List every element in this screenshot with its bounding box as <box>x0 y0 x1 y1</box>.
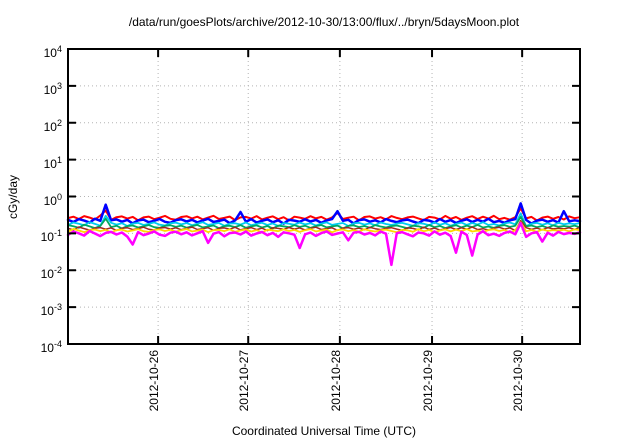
x-tick-label: 2012-10-28 <box>328 350 343 412</box>
series-line-channel-magenta <box>66 221 582 267</box>
y-tick-label: 103 <box>43 80 62 97</box>
y-tick-label: 102 <box>43 117 62 134</box>
x-tick-label: 2012-10-29 <box>421 350 436 412</box>
x-tick-label: 2012-10-30 <box>511 350 526 412</box>
plot-border <box>67 48 581 345</box>
y-tick-label: 10-4 <box>40 339 62 355</box>
series-line-channel-blue <box>66 202 582 225</box>
y-tick-label: 104 <box>43 44 62 60</box>
x-axis-label: Coordinated Universal Time (UTC) <box>231 424 417 438</box>
series-line-channel-cyan <box>67 212 581 228</box>
y-tick-label: 10-3 <box>40 302 62 319</box>
y-tick-label: 10-2 <box>40 265 62 282</box>
series-line-channel-red <box>67 207 581 222</box>
x-tick-label: 2012-10-26 <box>147 350 162 412</box>
y-tick-label: 101 <box>43 154 62 171</box>
series-line-channel-yellow <box>67 221 581 234</box>
y-tick-label: 100 <box>43 191 62 208</box>
chart-title: /data/run/goesPlots/archive/2012-10-30/1… <box>128 15 520 29</box>
x-tick-label: 2012-10-27 <box>237 350 252 412</box>
y-tick-label: 10-1 <box>40 228 62 245</box>
